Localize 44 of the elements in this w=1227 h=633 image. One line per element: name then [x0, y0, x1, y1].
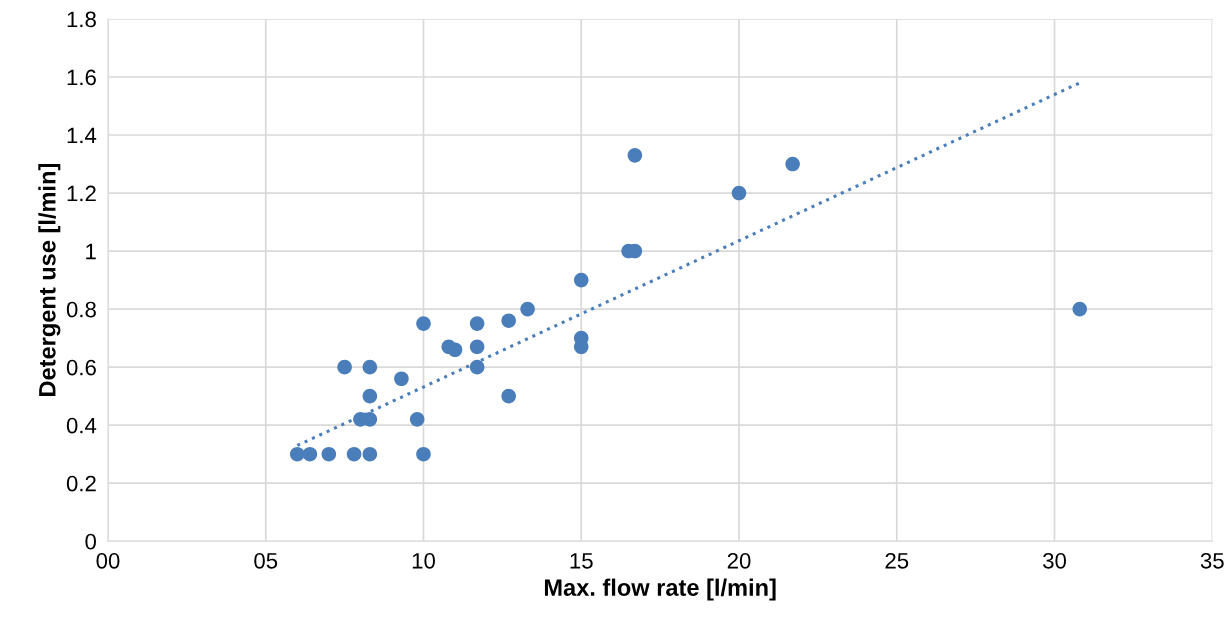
y-tick-label: 0.4 [66, 417, 97, 434]
point [302, 446, 318, 462]
y-tick-label: 1 [86, 243, 96, 260]
point [627, 148, 643, 163]
point [469, 359, 485, 375]
point [416, 446, 431, 462]
x-tick-label: 30 [1043, 552, 1067, 569]
point [1072, 301, 1088, 317]
x-tick-label: 05 [254, 552, 278, 569]
point [520, 301, 535, 317]
x-axis-title: Max. flow rate [l/min] [544, 578, 776, 601]
point [501, 313, 516, 328]
y-tick-label: 0.8 [66, 301, 96, 318]
y-axis-title: Detergent use [l/min] [38, 164, 61, 396]
point [416, 316, 431, 331]
point [362, 359, 378, 375]
point [409, 412, 425, 427]
x-tick-label: 20 [727, 552, 751, 569]
y-tick-label: 0.6 [66, 359, 96, 376]
x-tick-label: 25 [885, 552, 909, 569]
point [785, 156, 800, 172]
point [469, 316, 485, 331]
point [731, 185, 747, 201]
y-tick-label: 1.2 [67, 185, 96, 202]
point [346, 446, 362, 462]
y-tick-label: 0.2 [66, 475, 96, 492]
point [362, 388, 378, 404]
y-tick-label: 1.8 [67, 11, 96, 28]
y-tick-label: 1.4 [67, 127, 97, 144]
point [290, 446, 305, 462]
point [394, 371, 409, 387]
point [362, 446, 378, 462]
point [501, 388, 516, 404]
x-tick-label: 35 [1200, 552, 1224, 569]
x-tick-label: 10 [412, 552, 435, 569]
point [573, 272, 589, 288]
point [469, 339, 485, 355]
y-tick-label: 0 [85, 533, 96, 550]
x-tick-label: 00 [96, 552, 120, 569]
y-tick-label: 1.6 [67, 69, 96, 86]
point [447, 342, 463, 358]
point [337, 359, 352, 375]
point [321, 446, 337, 462]
x-tick-label: 15 [570, 553, 593, 569]
